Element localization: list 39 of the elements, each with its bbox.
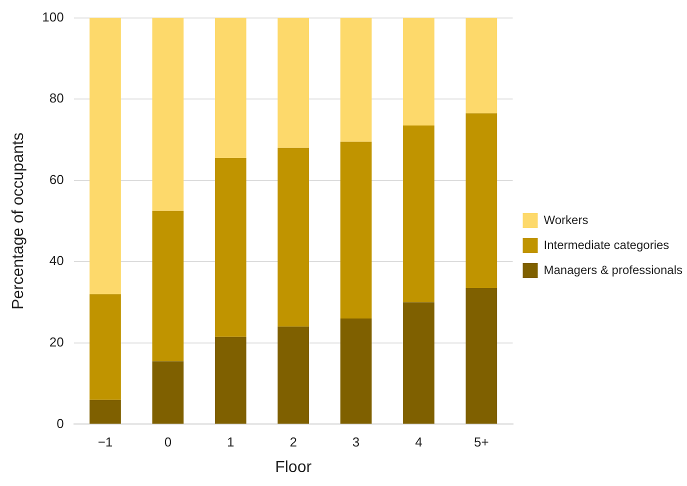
bar bbox=[340, 18, 372, 142]
x-tick-label: −1 bbox=[98, 434, 113, 450]
x-axis-title: Floor bbox=[275, 458, 312, 476]
bar bbox=[403, 302, 434, 424]
x-tick-label: 3 bbox=[352, 434, 360, 450]
x-tick-label: 0 bbox=[164, 434, 172, 450]
bar bbox=[90, 400, 121, 424]
bar bbox=[466, 113, 498, 288]
bar bbox=[214, 336, 246, 424]
legend-label: Intermediate categories bbox=[544, 238, 670, 252]
bar bbox=[152, 18, 184, 211]
legend-label: Workers bbox=[544, 212, 588, 227]
bar bbox=[278, 148, 309, 327]
x-tick-label: 2 bbox=[290, 434, 297, 450]
bar bbox=[90, 18, 121, 294]
y-tick-label: 80 bbox=[49, 90, 64, 106]
y-tick-label: 100 bbox=[42, 9, 64, 24]
y-tick-label: 40 bbox=[49, 253, 64, 268]
bar bbox=[403, 18, 434, 126]
legend-label: Managers & professionals bbox=[544, 262, 682, 277]
bar bbox=[90, 294, 121, 400]
x-tick-label: 1 bbox=[227, 434, 234, 450]
bar bbox=[340, 142, 372, 319]
x-tick-label: 5+ bbox=[474, 434, 489, 450]
bar bbox=[340, 318, 372, 424]
x-tick-label: 4 bbox=[415, 434, 422, 450]
y-tick-label: 0 bbox=[56, 416, 64, 431]
bar bbox=[278, 326, 309, 424]
bar bbox=[152, 361, 184, 424]
bar bbox=[152, 210, 184, 362]
bar bbox=[278, 18, 309, 148]
y-tick-label: 20 bbox=[49, 334, 64, 350]
y-tick-label: 60 bbox=[49, 172, 64, 187]
bar bbox=[214, 158, 246, 337]
bar bbox=[466, 18, 498, 114]
y-axis-title: Percentage of occupants bbox=[10, 132, 28, 310]
bar bbox=[403, 125, 434, 302]
bar bbox=[214, 18, 246, 158]
bar bbox=[466, 288, 498, 424]
